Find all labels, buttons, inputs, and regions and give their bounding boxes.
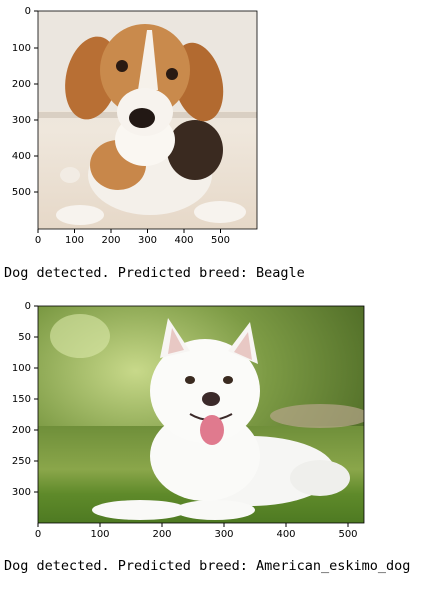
x-tick: 200: [152, 523, 172, 540]
svg-text:0: 0: [25, 301, 31, 312]
svg-text:500: 500: [211, 235, 230, 246]
output-text-2: Dog detected. Predicted breed: American_…: [4, 558, 411, 574]
y-tick: 200: [12, 79, 38, 90]
y-tick: 100: [12, 363, 38, 374]
svg-text:200: 200: [152, 529, 171, 540]
svg-text:400: 400: [12, 151, 31, 162]
y-tick: 200: [12, 425, 38, 436]
x-tick: 500: [211, 229, 230, 246]
y-tick: 50: [18, 332, 38, 343]
svg-text:100: 100: [12, 43, 31, 54]
svg-text:100: 100: [65, 235, 84, 246]
x-tick: 400: [276, 523, 296, 540]
svg-text:300: 300: [214, 529, 233, 540]
image-plot-2: 0 50 100 150 200 250 300 0 100 200 300 4…: [12, 301, 365, 540]
svg-text:200: 200: [12, 425, 31, 436]
x-tick: 400: [174, 229, 194, 246]
x-tick: 100: [65, 229, 84, 246]
x-tick: 100: [90, 523, 110, 540]
svg-text:200: 200: [12, 79, 31, 90]
x-tick: 500: [338, 523, 358, 540]
svg-text:300: 300: [138, 235, 157, 246]
svg-text:50: 50: [18, 332, 31, 343]
svg-text:250: 250: [12, 456, 31, 467]
y-tick: 0: [25, 301, 38, 312]
x-axis-ticks-2: 0 100 200 300 400 500: [35, 523, 358, 540]
output-text-1: Dog detected. Predicted breed: Beagle: [4, 265, 305, 281]
svg-text:100: 100: [12, 363, 31, 374]
x-tick: 300: [214, 523, 234, 540]
x-tick: 0: [35, 523, 41, 540]
svg-text:100: 100: [90, 529, 109, 540]
svg-text:300: 300: [12, 115, 31, 126]
svg-text:150: 150: [12, 394, 31, 405]
y-tick: 250: [12, 456, 38, 467]
svg-text:500: 500: [12, 187, 31, 198]
x-tick: 0: [35, 229, 41, 246]
svg-text:0: 0: [35, 235, 41, 246]
y-tick: 150: [12, 394, 38, 405]
x-axis-ticks-1: 0 100 200 300 400 500: [35, 229, 230, 246]
svg-text:0: 0: [35, 529, 41, 540]
white-dog-photo: [38, 306, 364, 523]
y-tick: 300: [12, 487, 38, 498]
svg-text:500: 500: [338, 529, 357, 540]
image-plot-1: 0 100 200 300 400 500 0 100 200 300 400 …: [12, 6, 258, 246]
y-axis-ticks-1: 0 100 200 300 400 500: [12, 6, 38, 198]
svg-text:200: 200: [101, 235, 120, 246]
y-axis-ticks-2: 0 50 100 150 200 250 300: [12, 301, 38, 498]
y-tick: 300: [12, 115, 38, 126]
svg-text:300: 300: [12, 487, 31, 498]
y-tick: 0: [25, 6, 38, 17]
x-tick: 200: [101, 229, 121, 246]
beagle-photo: [38, 11, 257, 229]
y-tick: 100: [12, 43, 38, 54]
svg-text:400: 400: [276, 529, 295, 540]
y-tick: 500: [12, 187, 38, 198]
svg-text:0: 0: [25, 6, 31, 17]
x-tick: 300: [138, 229, 157, 246]
svg-text:400: 400: [174, 235, 193, 246]
y-tick: 400: [12, 151, 38, 162]
